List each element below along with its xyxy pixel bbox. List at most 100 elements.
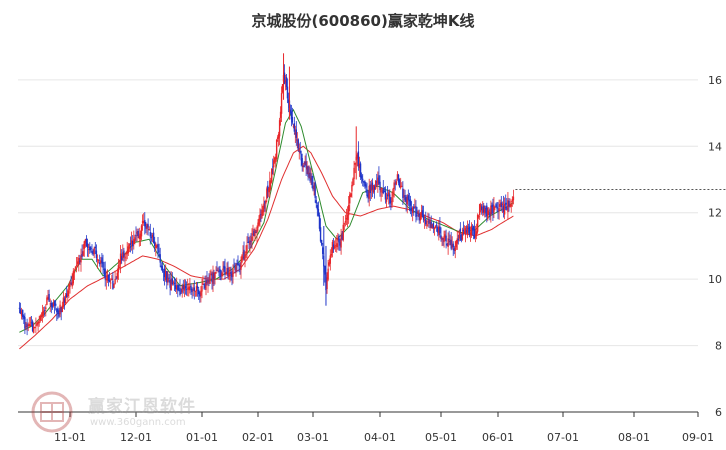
candle-body [342, 224, 344, 241]
candle-body [419, 216, 422, 221]
candle-body [370, 184, 373, 191]
candle-body [427, 221, 429, 223]
candle-body [124, 256, 126, 259]
x-tick-label: 05-01 [425, 431, 457, 444]
candle [95, 244, 98, 263]
candle [385, 192, 388, 208]
candle-body [30, 322, 33, 324]
candle [376, 173, 378, 187]
candle-body [55, 303, 57, 306]
candle-body [258, 218, 260, 225]
candle-body [362, 178, 364, 182]
candle [174, 278, 177, 293]
candle-body [52, 303, 55, 306]
candle [49, 298, 51, 312]
x-tick-label: 04-01 [364, 431, 396, 444]
candle-body [402, 188, 404, 198]
candle [69, 280, 71, 294]
candle [261, 203, 263, 220]
candle [287, 92, 290, 113]
candle-body [440, 235, 442, 239]
candle-body [173, 282, 176, 285]
candle-body [220, 270, 222, 277]
candle-body [27, 324, 29, 327]
candle-body [205, 282, 207, 290]
candle [343, 222, 346, 231]
candle-body [463, 232, 466, 233]
candle [497, 202, 499, 220]
x-tick-label: 08-01 [618, 431, 650, 444]
candle-body [22, 309, 24, 318]
candle [233, 258, 235, 267]
candle [147, 218, 149, 236]
candle-body [69, 281, 71, 287]
candle-body [465, 230, 468, 233]
candle [489, 208, 491, 221]
candle [211, 271, 213, 290]
candle-body [159, 254, 161, 263]
candle [138, 227, 140, 247]
candle [27, 322, 29, 332]
candle [137, 228, 139, 239]
candle-body [179, 287, 181, 296]
candle-body [339, 242, 341, 246]
candle [266, 186, 268, 203]
candle-body [162, 271, 165, 273]
candle [51, 302, 54, 310]
candle [206, 271, 208, 286]
candle-body [401, 185, 403, 187]
candle-body [208, 280, 210, 282]
candle [374, 180, 377, 190]
candle-body [322, 247, 324, 254]
candle [108, 272, 111, 283]
candle-body [200, 290, 202, 296]
candle-body [148, 229, 150, 231]
candle [23, 314, 25, 325]
candle-body [439, 226, 441, 234]
x-tick-label: 03-01 [297, 431, 329, 444]
candle-body [28, 323, 30, 327]
candle-body [300, 153, 302, 161]
candle-body [95, 250, 98, 259]
candle [469, 226, 472, 242]
candle [230, 266, 232, 281]
candle-body [135, 234, 137, 237]
candle-body [132, 240, 134, 247]
candle [379, 175, 381, 197]
candle [61, 301, 63, 313]
candle [365, 182, 367, 193]
candle-body [426, 224, 428, 226]
candle [97, 259, 100, 264]
candle [434, 225, 437, 229]
candle [156, 243, 158, 249]
candle-body [484, 208, 486, 214]
candle-body [19, 309, 22, 314]
candle-body [296, 139, 298, 141]
x-tick-label: 12-01 [120, 431, 152, 444]
candle [479, 202, 482, 213]
candle [487, 207, 489, 221]
candle [148, 226, 150, 231]
candle-body [445, 235, 447, 242]
y-tick-label: 16 [708, 74, 722, 87]
candle-body [143, 220, 145, 224]
candle [362, 173, 364, 187]
candle-body [73, 270, 76, 274]
candle [212, 265, 214, 293]
candle-body [279, 111, 282, 118]
candle [168, 274, 170, 283]
candle-body [188, 286, 190, 291]
candle [270, 177, 272, 190]
candle [67, 288, 69, 302]
candle-body [231, 274, 233, 278]
candle [344, 214, 347, 227]
candle-body [371, 182, 374, 190]
candle [314, 180, 316, 203]
candle [46, 295, 48, 306]
candle-body [44, 310, 46, 312]
candle [135, 226, 137, 242]
candle [195, 282, 198, 297]
candle-body [225, 273, 227, 275]
candle [446, 243, 448, 247]
candle-body [318, 215, 321, 229]
